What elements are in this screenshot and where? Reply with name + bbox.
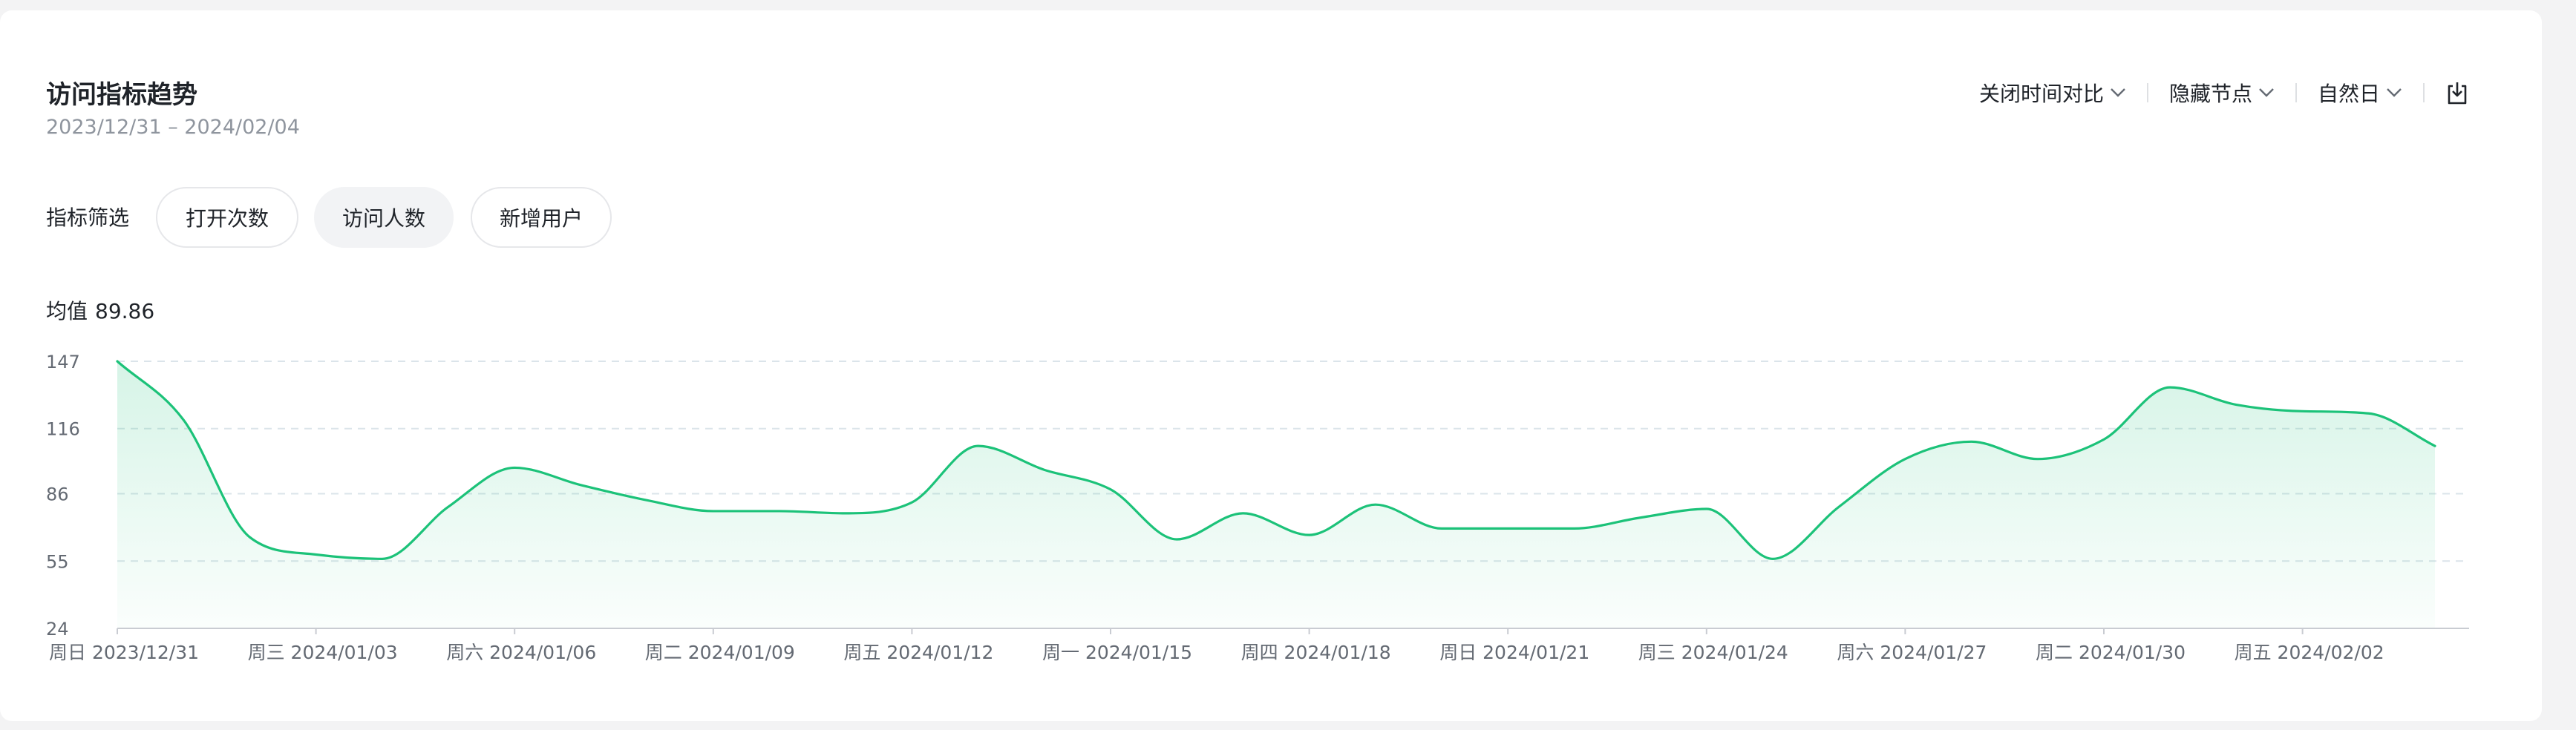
x-tick-label: 周日 2023/12/31 <box>49 642 199 663</box>
y-tick-label: 55 <box>46 551 69 572</box>
chevron-down-icon <box>2111 88 2125 97</box>
average-label: 均值 <box>46 299 88 323</box>
x-tick-label: 周六 2024/01/06 <box>446 642 596 663</box>
filter-option-new-users[interactable]: 新增用户 <box>471 187 612 248</box>
export-button[interactable] <box>2445 80 2469 105</box>
filter-label: 指标筛选 <box>46 205 130 230</box>
average-value: 89.86 <box>95 299 155 323</box>
toolbar-divider <box>2295 83 2297 102</box>
x-tick-label: 周五 2024/01/12 <box>843 642 993 663</box>
toolbar-divider <box>2423 83 2425 102</box>
x-axis: 周日 2023/12/31 周三 2024/01/03 周六 2024/01/06 周… <box>49 628 2384 663</box>
x-tick-label: 周二 2024/01/09 <box>645 642 795 663</box>
series-area <box>117 361 2435 628</box>
page-title: 访问指标趋势 <box>46 80 197 110</box>
y-tick-label: 147 <box>46 352 80 372</box>
x-tick-label: 周三 2024/01/03 <box>248 642 398 663</box>
compare-dropdown[interactable]: 关闭时间对比 <box>1979 78 2126 108</box>
filter-option-open-count[interactable]: 打开次数 <box>156 187 298 248</box>
compare-label: 关闭时间对比 <box>1978 82 2104 106</box>
series-line[interactable] <box>116 360 2436 560</box>
chevron-down-icon <box>2259 88 2274 97</box>
toolbar: 关闭时间对比 隐藏节点 自然日 <box>1979 74 2469 111</box>
nodes-dropdown[interactable]: 隐藏节点 <box>2169 78 2275 108</box>
x-tick-label: 周日 2024/01/21 <box>1439 642 1589 663</box>
y-tick-label: 86 <box>46 484 69 505</box>
x-tick-label: 周五 2024/02/02 <box>2235 642 2384 663</box>
toolbar-divider <box>2146 83 2148 102</box>
y-tick-label: 116 <box>46 419 80 440</box>
chevron-down-icon <box>2387 88 2402 97</box>
filter-option-visitors[interactable]: 访问人数 <box>314 187 454 248</box>
chart-card: 访问指标趋势 2023/12/31 – 2024/02/04 关闭时间对比 隐藏… <box>0 10 2542 721</box>
x-tick-label: 周三 2024/01/24 <box>1638 642 1788 663</box>
granularity-dropdown[interactable]: 自然日 <box>2318 78 2402 108</box>
x-tick-label: 周二 2024/01/30 <box>2036 642 2186 663</box>
date-range: 2023/12/31 – 2024/02/04 <box>46 116 300 139</box>
average-display: 均值 89.86 <box>46 295 154 325</box>
y-tick-label: 24 <box>46 619 69 639</box>
x-tick-label: 周六 2024/01/27 <box>1837 642 1987 663</box>
y-axis: 24 55 86 116 147 <box>46 352 80 639</box>
x-tick-label: 周一 2024/01/15 <box>1042 642 1192 663</box>
export-icon <box>2448 82 2467 105</box>
nodes-label: 隐藏节点 <box>2168 82 2252 106</box>
granularity-label: 自然日 <box>2317 82 2380 106</box>
x-tick-label: 周四 2024/01/18 <box>1241 642 1391 663</box>
